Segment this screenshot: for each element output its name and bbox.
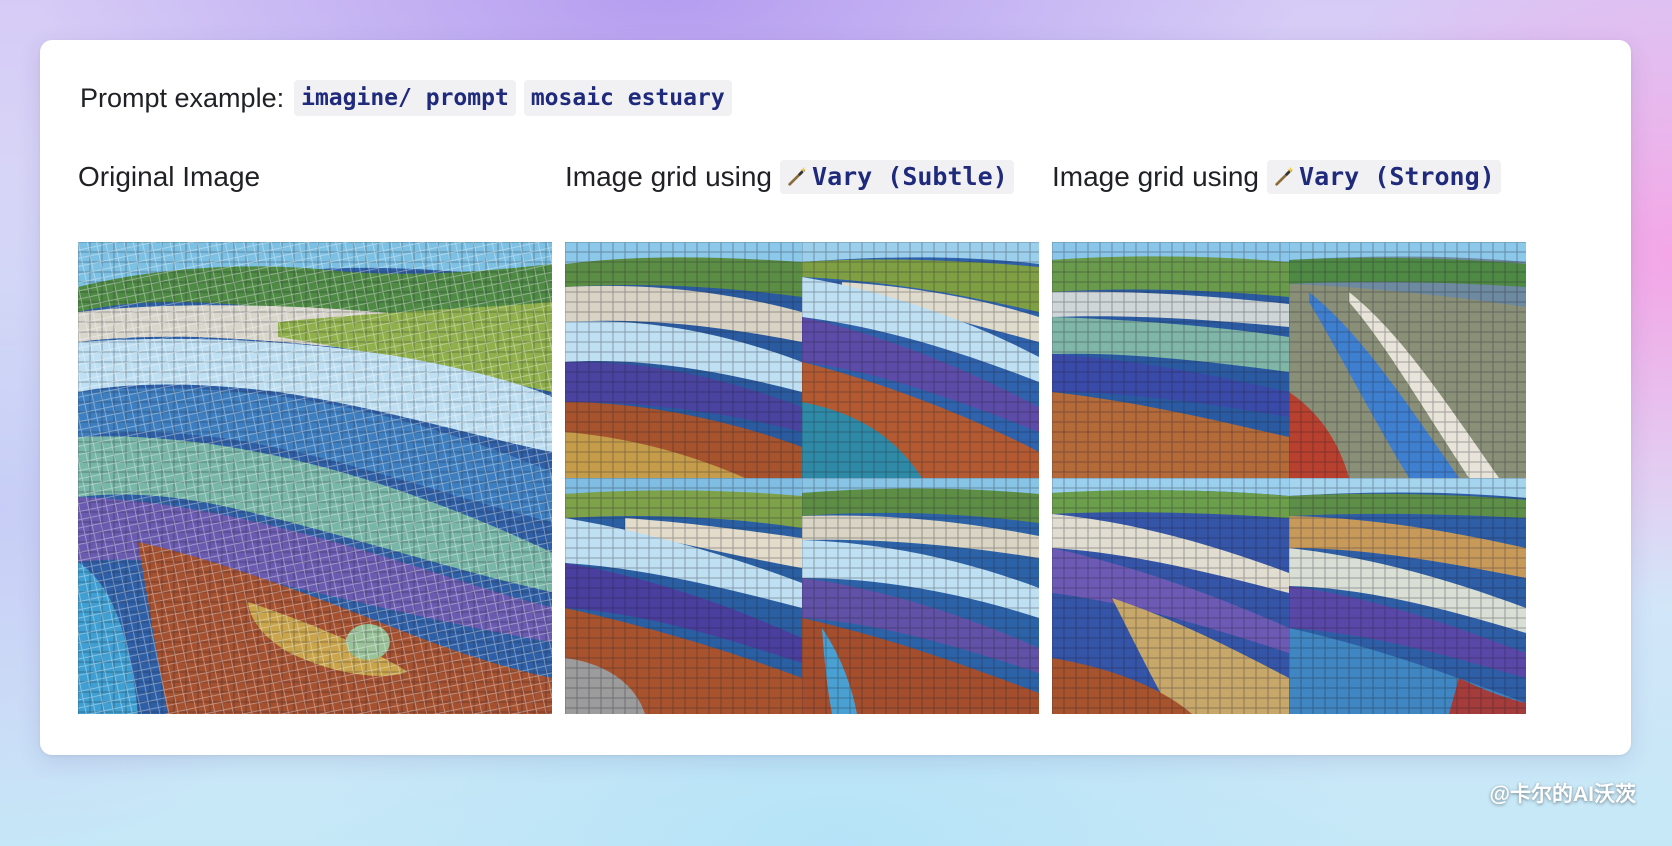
grid-image-2 (1289, 242, 1526, 478)
grid-image-2 (802, 242, 1039, 478)
column-vary-subtle: Image grid using Vary (Subtle) (565, 156, 1039, 198)
magic-wand-icon (788, 166, 807, 186)
vary-strong-code: Vary (Strong) (1267, 160, 1501, 194)
column-vary-strong: Image grid using Vary (Strong) (1052, 156, 1526, 198)
magic-wand-icon (1275, 166, 1294, 186)
vary-subtle-grid (565, 242, 1039, 714)
prompt-text-code: mosaic estuary (523, 80, 732, 116)
watermark-text: @卡尔的AI沃茨 (1489, 783, 1636, 806)
column-title-vary-subtle: Image grid using Vary (Subtle) (565, 156, 1039, 198)
column-title-text: Image grid using (1052, 161, 1260, 192)
grid-image-4 (802, 478, 1039, 714)
column-original: Original Image (78, 156, 552, 198)
column-title-text: Image grid using (565, 161, 773, 192)
vary-strong-label: Vary (Strong) (1299, 162, 1495, 191)
column-title-original: Original Image (78, 156, 552, 198)
original-image (78, 242, 552, 714)
column-title-text: Original Image (78, 161, 261, 192)
vary-subtle-code: Vary (Subtle) (780, 160, 1014, 194)
grid-image-1 (565, 242, 802, 478)
column-title-vary-strong: Image grid using Vary (Strong) (1052, 156, 1526, 198)
example-card: Prompt example: imagine/ prompt mosaic e… (40, 40, 1631, 755)
grid-image-4 (1289, 478, 1526, 714)
grid-image-3 (1052, 478, 1289, 714)
prompt-command-code: imagine/ prompt (294, 80, 516, 116)
vary-strong-grid (1052, 242, 1526, 714)
vary-subtle-label: Vary (Subtle) (812, 162, 1008, 191)
prompt-example: Prompt example: imagine/ prompt mosaic e… (80, 78, 732, 118)
prompt-label: Prompt example: (80, 82, 285, 113)
grid-image-1 (1052, 242, 1289, 478)
grid-image-3 (565, 478, 802, 714)
